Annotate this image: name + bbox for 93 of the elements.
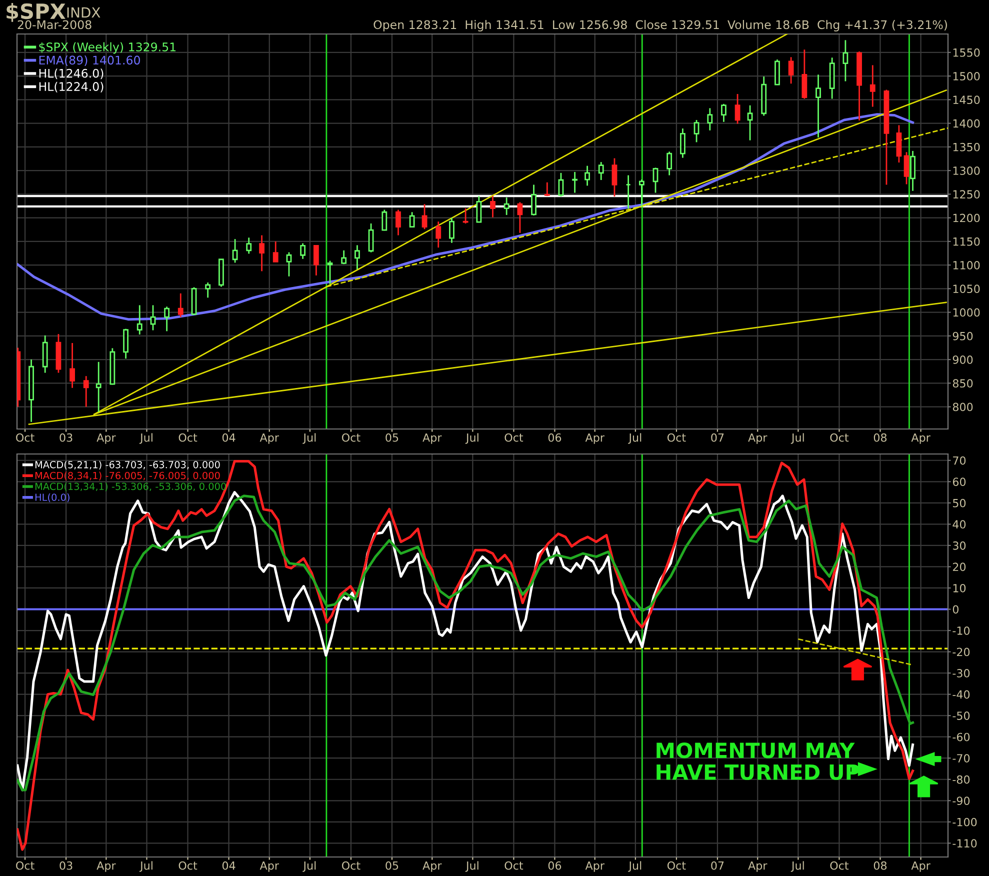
x-tick-label: Jul — [302, 433, 316, 444]
x-tick-label: Jul — [628, 861, 642, 872]
x-tick-label: Oct — [830, 861, 849, 870]
y-tick-label: 1100 — [953, 261, 980, 270]
x-tick-label: 06 — [548, 861, 562, 870]
legend-label: HL(1246.0) — [39, 68, 104, 80]
x-tick-label: Jul — [628, 433, 642, 444]
x-tick-label: Oct — [667, 433, 686, 442]
x-tick-label: Jul — [302, 861, 316, 872]
y-tick-label: -20 — [952, 648, 970, 656]
x-tick-label: Apr — [260, 434, 279, 444]
x-tick-label: Apr — [911, 862, 930, 872]
x-tick-label: Apr — [422, 862, 442, 872]
y-tick-label: 40 — [952, 520, 966, 529]
x-tick-label: Apr — [748, 434, 768, 444]
x-tick-label: Apr — [585, 434, 604, 444]
x-tick-label: Jul — [790, 433, 804, 444]
y-tick-label: -80 — [952, 775, 970, 784]
x-tick-label: Jul — [139, 433, 152, 444]
x-tick-label: Jul — [465, 861, 478, 872]
x-tick-label: Oct — [16, 861, 34, 870]
legend-label: HL(0.0) — [35, 493, 70, 502]
x-tick-label: Oct — [504, 861, 524, 870]
x-tick-label: 03 — [60, 861, 72, 870]
y-tick-label: 10 — [953, 584, 966, 592]
x-tick-label: 06 — [548, 433, 562, 442]
chart-subtitle: INDX — [67, 7, 100, 18]
y-tick-label: -110 — [952, 839, 977, 848]
x-tick-label: Oct — [342, 433, 360, 442]
x-tick-label: Oct — [16, 433, 34, 442]
y-tick-label: 1200 — [953, 214, 980, 222]
legend-label: MACD(8,34,1) -76.005, -76.005, 0.000 — [35, 472, 220, 480]
legend-label: $SPX (Weekly) 1329.51 — [39, 42, 176, 54]
y-tick-label: 1350 — [953, 142, 980, 152]
y-tick-label: 1050 — [953, 284, 980, 294]
y-tick-label: 800 — [952, 402, 973, 412]
y-tick-label: -100 — [952, 818, 977, 826]
legend-label: EMA(89) 1401.60 — [39, 55, 140, 66]
x-tick-label: 04 — [222, 433, 236, 442]
x-tick-label: Oct — [342, 861, 360, 870]
x-tick-label: Oct — [178, 433, 198, 442]
y-tick-label: -10 — [952, 626, 970, 635]
legend-label: HL(1224.0) — [39, 82, 104, 92]
text: Open 1283.21 High 1341.51 Low 1256.98 Close 1329.51 Volume 18.6B Chg +41.37 (+3.21%) — [374, 20, 947, 32]
legend-label: MACD(13,34,1) -53.306, -53.306, 0.000 — [35, 482, 226, 492]
y-tick-label: -90 — [952, 796, 970, 806]
x-tick-label: 05 — [386, 861, 398, 870]
x-tick-label: 08 — [874, 861, 887, 870]
x-tick-label: Apr — [748, 862, 768, 872]
y-tick-label: 1150 — [953, 237, 980, 246]
x-tick-label: Apr — [96, 862, 116, 872]
x-tick-label: Apr — [422, 434, 442, 444]
text: 20-Mar-2008 — [18, 20, 92, 30]
y-tick-label: -30 — [952, 669, 970, 678]
x-tick-label: Jul — [139, 861, 152, 872]
x-tick-label: 04 — [222, 861, 236, 870]
x-tick-label: Oct — [667, 861, 686, 870]
y-tick-label: 950 — [952, 332, 973, 340]
y-tick-label: -60 — [952, 732, 970, 742]
y-tick-label: -40 — [952, 690, 970, 699]
x-tick-label: Oct — [504, 433, 524, 442]
x-tick-label: Jul — [465, 433, 478, 444]
x-tick-label: 05 — [386, 433, 398, 442]
y-tick-label: 1450 — [953, 96, 980, 104]
chart-title: $SPX — [6, 3, 66, 22]
legend-label: MACD(5,21,1) -63.703, -63.703, 0.000 — [35, 460, 220, 470]
x-tick-label: 07 — [711, 433, 724, 442]
y-tick-label: 1550 — [953, 48, 980, 57]
y-tick-label: 70 — [953, 456, 966, 465]
x-tick-label: Apr — [585, 862, 604, 872]
y-tick-label: -50 — [952, 712, 970, 720]
y-tick-label: -70 — [952, 754, 970, 762]
y-tick-label: 60 — [952, 478, 966, 486]
y-tick-label: 1000 — [953, 308, 980, 317]
x-tick-label: Oct — [830, 433, 849, 442]
y-tick-label: 1400 — [953, 119, 980, 128]
x-tick-label: Apr — [96, 434, 116, 444]
x-tick-label: Apr — [260, 862, 279, 872]
x-tick-label: Jul — [790, 861, 804, 872]
y-tick-label: 900 — [952, 356, 973, 364]
y-tick-label: 0 — [952, 605, 958, 614]
x-tick-label: Apr — [911, 434, 930, 444]
y-tick-label: 850 — [952, 379, 973, 388]
y-tick-label: 30 — [953, 541, 966, 550]
x-tick-label: 07 — [711, 861, 724, 870]
y-tick-label: 1300 — [953, 166, 980, 175]
y-tick-label: 20 — [952, 562, 966, 572]
x-tick-label: 08 — [874, 433, 887, 442]
x-tick-label: 03 — [60, 433, 72, 442]
y-tick-label: 1250 — [953, 190, 980, 199]
x-tick-label: Oct — [178, 861, 198, 870]
y-tick-label: 50 — [953, 498, 966, 508]
y-tick-label: 1500 — [953, 72, 980, 80]
